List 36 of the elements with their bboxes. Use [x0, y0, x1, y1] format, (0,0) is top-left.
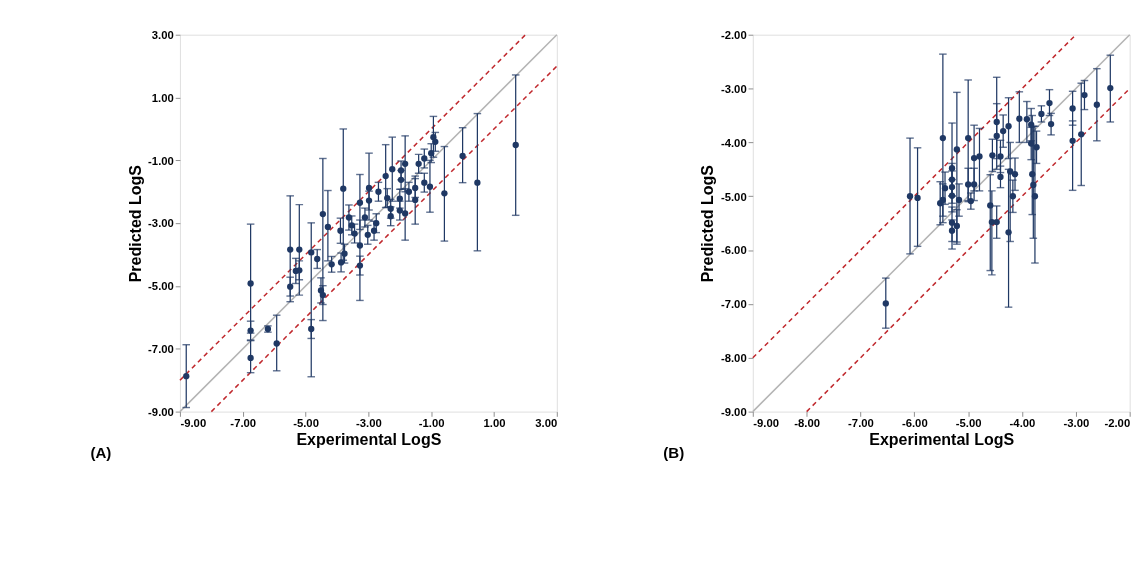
y-tick-label: 3.00 [151, 28, 174, 41]
x-tick-label: 3.00 [535, 417, 558, 430]
y-axis-title: Predicted LogS [699, 164, 717, 283]
text: (B) [663, 443, 685, 461]
x-tick-label: -1.00 [418, 417, 445, 430]
text: (A) [90, 443, 112, 461]
y-tick-label: -9.00 [720, 405, 747, 418]
x-tick-label: -5.00 [955, 417, 982, 430]
y-tick-label: -5.00 [720, 190, 747, 203]
x-tick-label: -8.00 [794, 417, 820, 430]
x-axis-title: Experimental LogS [869, 431, 1015, 449]
x-tick-label: -2.00 [1104, 417, 1131, 430]
x-tick-label: -3.00 [1063, 417, 1090, 430]
y-tick-label: -3.00 [148, 217, 174, 230]
x-tick-label: -6.00 [901, 417, 928, 430]
y-tick-label: -4.00 [720, 136, 747, 149]
x-tick-label: 1.00 [483, 417, 506, 430]
x-tick-label: -7.00 [848, 417, 874, 430]
y-tick-label: -1.00 [148, 154, 174, 167]
y-tick-label: -7.00 [720, 298, 747, 311]
y-tick-label: -5.00 [148, 280, 174, 293]
x-tick-label: -3.00 [355, 417, 382, 430]
y-tick-label: -2.00 [720, 28, 747, 41]
x-tick-label: -5.00 [293, 417, 319, 430]
x-tick-label: -4.00 [1009, 417, 1036, 430]
y-tick-label: -9.00 [148, 405, 174, 418]
y-tick-label: -6.00 [720, 244, 747, 257]
x-tick-label: -9.00 [753, 417, 780, 430]
y-tick-label: -7.00 [148, 343, 174, 356]
y-tick-label: -3.00 [720, 82, 747, 95]
y-tick-label: -8.00 [720, 352, 747, 365]
x-tick-label: -9.00 [180, 417, 207, 430]
x-tick-label: -7.00 [230, 417, 257, 430]
x-axis-title: Experimental LogS [296, 431, 442, 449]
y-axis-title: Predicted LogS [126, 164, 144, 283]
y-tick-label: 1.00 [151, 91, 174, 104]
